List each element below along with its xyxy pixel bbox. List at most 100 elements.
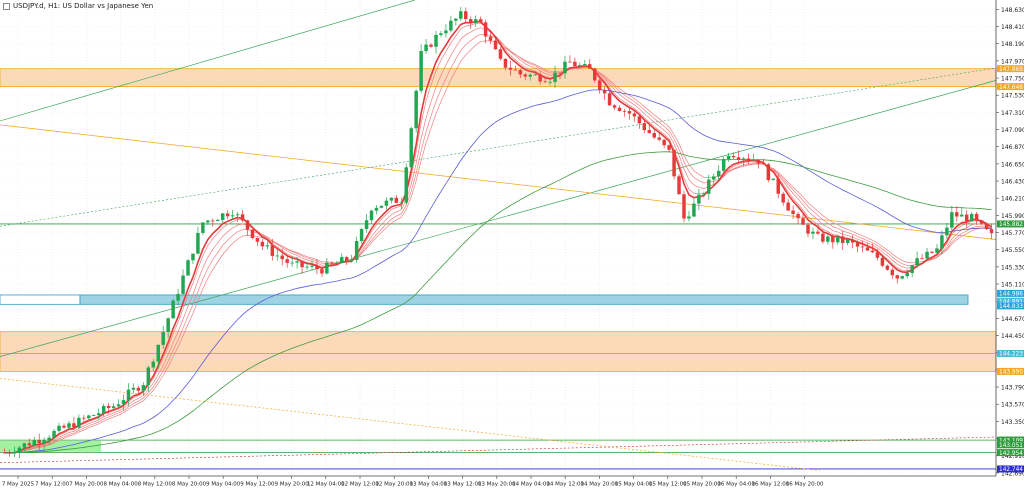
candle-body (57, 425, 61, 431)
candle-body (77, 417, 81, 428)
y-tick-label: 147.750 (1001, 76, 1024, 83)
candle-body (216, 219, 220, 222)
x-tick-label: 14 May 04:00 (512, 482, 550, 488)
candle-body (260, 241, 265, 247)
trend-line (0, 378, 821, 471)
candle-body (434, 34, 438, 47)
candle-body (235, 214, 240, 216)
candle-body (860, 246, 865, 248)
candle-body (330, 262, 334, 264)
candle-body (578, 65, 582, 67)
candle-body (275, 255, 280, 257)
candle-body (225, 213, 230, 217)
x-tick-label: 15 May 04:00 (615, 482, 653, 488)
y-tick-label: 145.770 (1001, 230, 1024, 237)
candle-body (473, 19, 478, 24)
candle-body (424, 44, 428, 52)
candle-body (17, 447, 22, 453)
candle-body (181, 275, 185, 294)
price-label-box (997, 436, 1024, 444)
chart-title-bar: USDJPY.d, H1: US Dollar vs Japanese Yen (3, 2, 153, 10)
candle-body (305, 266, 309, 268)
candle-body (875, 252, 880, 258)
x-tick-label: 9 May 04:00 (206, 482, 241, 488)
candle-body (121, 400, 126, 405)
candle-body (637, 116, 642, 124)
candle-body (354, 241, 359, 261)
candle-body (523, 74, 528, 77)
candle-body (776, 178, 780, 194)
price-label-box (997, 367, 1024, 375)
x-tick-label: 8 May 20:00 (172, 482, 207, 488)
price-label-box (997, 220, 1024, 228)
candle-body (915, 258, 919, 266)
candle-body (826, 236, 830, 242)
candle-body (989, 229, 994, 234)
y-tick-label: 146.870 (1001, 144, 1024, 151)
candle-body (662, 139, 666, 146)
candle-body (831, 236, 835, 243)
candle-body (682, 194, 686, 219)
y-tick-label: 148.190 (1001, 41, 1024, 48)
chart-window-icon (3, 2, 10, 10)
candle-body (116, 404, 121, 407)
candle-body (766, 164, 771, 181)
price-label-text: 147.869 (999, 67, 1023, 73)
candle-body (900, 276, 904, 279)
candle-body (166, 318, 170, 333)
candle-body (87, 415, 91, 419)
price-label-text: 142.744 (999, 467, 1023, 473)
candle-body (622, 110, 627, 112)
candle-body (617, 107, 622, 111)
candle-body (697, 194, 701, 204)
candle-body (751, 159, 756, 161)
candle-body (245, 220, 250, 230)
y-tick-label: 144.670 (1001, 316, 1024, 323)
candle-body (37, 440, 41, 444)
candle-body (721, 159, 726, 171)
candle-body (444, 30, 448, 34)
y-tick-label: 147.090 (1001, 127, 1024, 134)
candle-body (92, 415, 96, 416)
price-label-box (997, 449, 1024, 457)
candle-body (22, 443, 27, 448)
y-tick-label: 145.550 (1001, 247, 1024, 254)
candle-body (389, 197, 394, 201)
y-tick-label: 147.530 (1001, 93, 1024, 100)
ema-ribbon-line (4, 22, 992, 454)
candle-body (563, 61, 567, 74)
candle-body (558, 72, 562, 74)
x-tick-label: 15 May 20:00 (683, 482, 721, 488)
candle-body (419, 51, 423, 91)
x-tick-label: 7 May 2025 (2, 482, 35, 488)
candle-body (746, 158, 751, 160)
candle-body (945, 227, 949, 236)
candle-body (821, 233, 825, 242)
candle-body (156, 344, 160, 362)
candle-body (201, 222, 205, 233)
candle-body (493, 40, 498, 50)
candle-body (478, 19, 483, 23)
x-tick-label: 8 May 04:00 (103, 482, 138, 488)
candle-body (488, 36, 493, 41)
candle-body (781, 193, 785, 203)
y-tick-label: 146.210 (1001, 196, 1024, 203)
price-label-text: 145.882 (999, 222, 1023, 228)
candle-body (870, 250, 875, 253)
candle-body (394, 197, 399, 203)
y-tick-label: 142.910 (1001, 453, 1024, 460)
candle-body (325, 262, 329, 274)
candle-body (647, 130, 652, 134)
candle-body (528, 74, 532, 77)
price-labels: 147.869147.648145.882144.986144.891144.8… (997, 65, 1024, 473)
candle-body (2, 452, 7, 454)
candle-body (409, 128, 413, 168)
y-tick-label: 142.690 (1001, 470, 1024, 477)
candle-body (642, 123, 647, 131)
price-label-text: 143.051 (999, 443, 1023, 449)
candle-body (796, 213, 800, 219)
candle-body (82, 417, 86, 419)
candle-body (27, 443, 32, 446)
candle-body (468, 19, 473, 24)
